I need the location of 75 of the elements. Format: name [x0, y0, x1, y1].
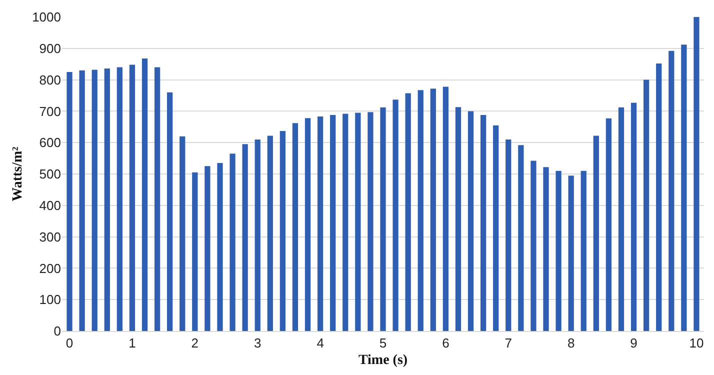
bar — [342, 114, 348, 331]
bar — [180, 136, 186, 331]
bar — [556, 170, 562, 331]
bar — [116, 67, 122, 331]
bar — [129, 64, 136, 331]
bar — [606, 118, 612, 331]
bar — [543, 167, 549, 331]
bar — [254, 139, 260, 331]
bar — [694, 17, 700, 331]
bar — [317, 116, 324, 331]
y-tick-label: 900 — [39, 40, 61, 56]
bar — [66, 72, 72, 331]
x-tick-label: 7 — [504, 336, 512, 351]
bar — [380, 107, 386, 331]
bar — [442, 86, 449, 331]
bar — [154, 67, 160, 331]
bar — [468, 111, 474, 331]
bar — [568, 176, 574, 331]
y-tick-label: 100 — [39, 292, 61, 308]
bar — [480, 114, 486, 331]
x-axis-title: Time (s) — [358, 352, 408, 368]
bar — [630, 102, 637, 331]
bar — [355, 112, 361, 331]
y-tick-label: 800 — [39, 72, 61, 88]
bar — [405, 93, 411, 331]
x-tick-label: 6 — [442, 336, 450, 351]
y-tick-label: 700 — [39, 104, 61, 119]
bar — [644, 80, 650, 331]
bar — [104, 68, 110, 331]
y-tick-label: 0 — [54, 324, 61, 339]
bar — [267, 136, 273, 331]
y-tick-label: 400 — [39, 198, 61, 213]
bar — [204, 166, 210, 331]
bar — [493, 125, 499, 331]
bar — [593, 136, 599, 331]
bar — [455, 107, 462, 331]
bar — [330, 114, 336, 331]
x-tick-label: 0 — [66, 336, 74, 351]
x-tick-label: 10 — [689, 336, 704, 351]
bar — [280, 130, 286, 331]
x-tick-label: 8 — [567, 336, 575, 351]
bar — [292, 123, 298, 331]
x-tick-label: 9 — [630, 336, 638, 351]
bar — [656, 63, 662, 331]
bar — [430, 88, 436, 331]
y-tick-label: 600 — [39, 135, 61, 150]
y-tick-label: 1000 — [32, 10, 61, 25]
bar — [192, 172, 198, 331]
bar — [79, 70, 85, 331]
x-tick-label: 5 — [379, 336, 387, 351]
y-axis-title: Watts/m² — [10, 146, 26, 202]
bar — [506, 139, 512, 331]
x-tick-label: 3 — [254, 336, 262, 351]
bar — [230, 154, 236, 331]
y-tick-label: 500 — [39, 166, 61, 182]
bar — [217, 163, 223, 331]
bar — [242, 144, 248, 331]
bar — [368, 112, 374, 331]
bar — [580, 170, 586, 331]
bar — [142, 58, 148, 331]
bar — [167, 92, 173, 331]
bar — [392, 100, 398, 331]
y-tick-label: 300 — [39, 229, 61, 244]
bar — [668, 50, 674, 331]
x-tick-label: 1 — [128, 336, 136, 351]
x-tick-label: 4 — [316, 336, 324, 351]
bar — [518, 145, 524, 331]
x-tick-label: 2 — [191, 336, 199, 351]
bar — [618, 107, 624, 331]
y-tick-label: 200 — [39, 260, 61, 276]
bar — [304, 118, 311, 331]
bar — [92, 70, 98, 331]
bar — [681, 44, 687, 331]
bar — [530, 160, 536, 331]
bar — [418, 90, 424, 331]
